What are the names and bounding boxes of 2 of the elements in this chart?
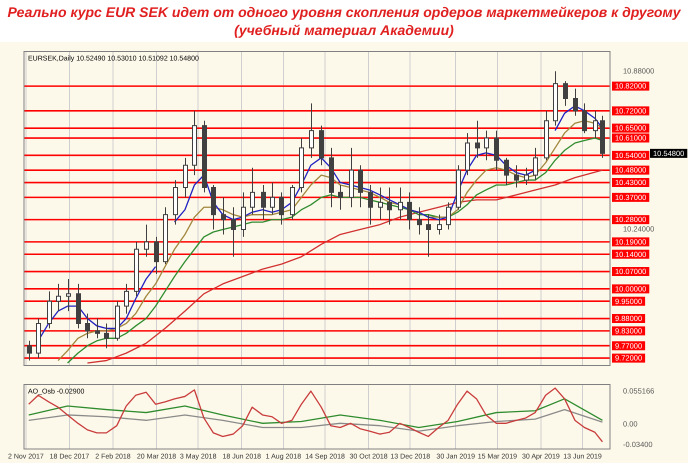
chart-title: Реально курс EUR SEK идет от одного уровня скопления ордеров маркетмейкеров к другому [6, 3, 682, 21]
chart-subtitle: (учебный материал Академии) [233, 21, 455, 39]
